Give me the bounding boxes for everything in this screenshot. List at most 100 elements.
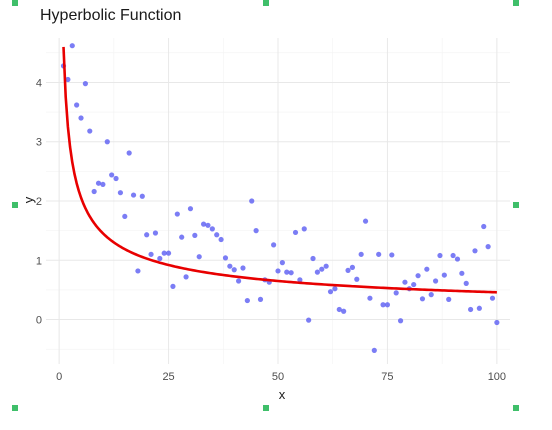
data-point bbox=[257, 296, 264, 302]
data-point bbox=[69, 43, 75, 49]
data-point bbox=[441, 272, 447, 278]
data-point bbox=[135, 268, 141, 274]
y-axis-title: y bbox=[21, 196, 36, 203]
data-point bbox=[179, 234, 185, 240]
y-axis-ticks: 0 1 2 3 4 bbox=[36, 77, 42, 326]
data-point bbox=[271, 242, 277, 248]
data-point bbox=[231, 267, 237, 273]
data-point bbox=[148, 251, 154, 257]
data-point bbox=[209, 226, 215, 232]
selection-handle-bottom-left[interactable] bbox=[12, 405, 18, 411]
selection-handle-top-left[interactable] bbox=[12, 0, 18, 6]
data-point bbox=[288, 270, 294, 276]
data-point bbox=[345, 267, 351, 273]
data-point bbox=[78, 115, 84, 121]
data-point bbox=[192, 232, 198, 238]
data-point bbox=[371, 347, 377, 353]
x-axis-title: x bbox=[279, 387, 286, 402]
y-tick-label: 3 bbox=[36, 137, 42, 149]
data-point bbox=[332, 286, 338, 292]
x-axis-ticks: 0 25 50 75 100 bbox=[56, 371, 506, 383]
selection-handle-bottom-center[interactable] bbox=[263, 405, 269, 411]
data-point bbox=[446, 296, 452, 302]
data-point bbox=[450, 252, 456, 259]
data-point bbox=[196, 254, 202, 260]
selection-handle-middle-right[interactable] bbox=[513, 202, 519, 208]
data-point bbox=[310, 255, 316, 262]
data-point bbox=[253, 228, 259, 234]
data-point bbox=[157, 255, 163, 262]
y-tick-label: 0 bbox=[36, 315, 42, 327]
data-point bbox=[95, 180, 102, 186]
fit-curve bbox=[62, 46, 497, 294]
data-point bbox=[389, 252, 395, 258]
data-point bbox=[411, 281, 417, 288]
data-point bbox=[489, 295, 496, 301]
data-point bbox=[323, 263, 329, 269]
data-point bbox=[144, 232, 150, 238]
data-point bbox=[117, 190, 124, 196]
data-point bbox=[126, 150, 132, 156]
data-point bbox=[74, 102, 80, 108]
data-point bbox=[419, 296, 426, 302]
data-point bbox=[82, 81, 88, 87]
data-point bbox=[205, 222, 211, 228]
data-point bbox=[415, 273, 421, 279]
data-point bbox=[358, 251, 364, 257]
data-point bbox=[113, 175, 119, 182]
data-point bbox=[214, 232, 220, 238]
data-point bbox=[301, 226, 307, 232]
selection-handle-middle-left[interactable] bbox=[12, 202, 18, 208]
data-point bbox=[463, 280, 469, 286]
data-point bbox=[402, 279, 408, 285]
data-point bbox=[130, 192, 137, 198]
selection-handle-top-right[interactable] bbox=[513, 0, 519, 6]
data-point bbox=[170, 283, 176, 289]
data-point bbox=[319, 266, 325, 272]
data-point bbox=[200, 221, 207, 227]
data-point bbox=[454, 256, 461, 262]
data-point bbox=[459, 270, 465, 276]
data-point bbox=[336, 306, 342, 313]
data-point bbox=[306, 317, 312, 323]
data-point bbox=[227, 263, 233, 269]
selection-handle-top-center[interactable] bbox=[263, 0, 269, 6]
data-point bbox=[240, 265, 246, 271]
data-point bbox=[236, 278, 242, 284]
x-tick-label: 50 bbox=[272, 371, 284, 383]
y-tick-label: 1 bbox=[36, 255, 42, 267]
y-tick-label: 2 bbox=[36, 196, 42, 208]
data-point bbox=[468, 306, 474, 313]
data-point bbox=[292, 229, 299, 236]
data-point bbox=[367, 295, 373, 301]
selection-handle-bottom-right[interactable] bbox=[513, 405, 519, 411]
data-point bbox=[222, 255, 229, 261]
data-point bbox=[284, 269, 290, 275]
data-point bbox=[279, 260, 285, 266]
data-point bbox=[218, 236, 224, 243]
data-point bbox=[65, 76, 71, 83]
data-point bbox=[476, 305, 482, 311]
data-point bbox=[327, 289, 334, 295]
chart-title: Hyperbolic Function bbox=[40, 7, 181, 24]
data-point bbox=[376, 251, 382, 257]
data-point bbox=[183, 274, 189, 280]
data-point bbox=[481, 223, 487, 230]
x-tick-label: 75 bbox=[381, 371, 393, 383]
data-point bbox=[104, 139, 110, 145]
data-point bbox=[362, 218, 369, 224]
x-tick-label: 25 bbox=[162, 371, 174, 383]
data-point bbox=[100, 181, 106, 188]
data-point bbox=[297, 277, 303, 283]
data-point bbox=[380, 302, 386, 308]
data-point bbox=[494, 319, 500, 326]
data-point bbox=[109, 172, 115, 178]
data-point bbox=[244, 297, 250, 304]
data-point bbox=[87, 128, 93, 134]
data-point bbox=[432, 278, 439, 284]
data-point bbox=[424, 266, 430, 272]
x-tick-label: 0 bbox=[56, 371, 62, 383]
data-point bbox=[397, 318, 404, 324]
data-point bbox=[341, 308, 347, 314]
